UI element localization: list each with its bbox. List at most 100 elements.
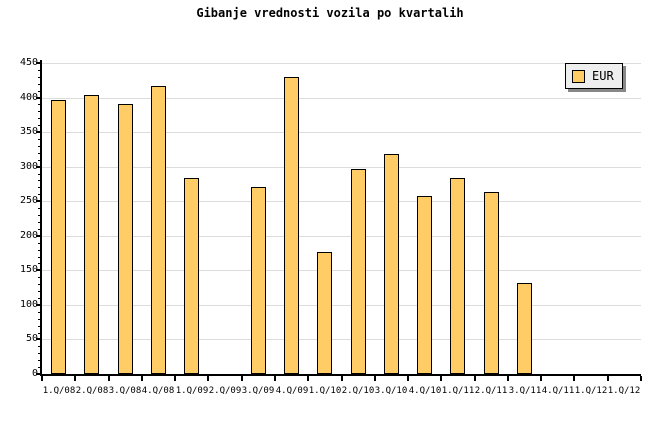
- gridline-300: [42, 167, 641, 168]
- x-tick: [141, 376, 143, 381]
- x-tick-label-7: 4.Q/09: [275, 386, 309, 396]
- x-tick-label-6: 3.Q/09: [241, 386, 275, 396]
- y-minor-tick: [38, 187, 42, 188]
- y-minor-tick: [38, 139, 42, 140]
- x-tick: [507, 376, 509, 381]
- y-minor-tick: [38, 180, 42, 181]
- chart-title: Gibanje vrednosti vozila po kvartalih: [196, 6, 464, 20]
- y-minor-tick: [38, 284, 42, 285]
- x-tick: [374, 376, 376, 381]
- y-minor-tick: [38, 257, 42, 258]
- y-minor-tick: [38, 250, 42, 251]
- y-minor-tick: [38, 291, 42, 292]
- x-tick: [407, 376, 409, 381]
- gridline-100: [42, 305, 641, 306]
- y-major-tick-100: [36, 304, 42, 306]
- x-tick-label-2: 3.Q/08: [108, 386, 142, 396]
- y-tick-label: 0: [31, 368, 38, 379]
- y-minor-tick: [38, 353, 42, 354]
- y-tick-label: 250: [19, 195, 38, 206]
- y-minor-tick: [38, 263, 42, 264]
- gridline-50: [42, 339, 641, 340]
- y-tick-label: 50: [25, 333, 38, 344]
- gridline-450: [42, 63, 641, 64]
- y-tick-label: 350: [19, 126, 38, 137]
- x-tick: [41, 376, 43, 381]
- legend: EUR: [565, 63, 623, 89]
- y-minor-tick: [38, 326, 42, 327]
- x-tick-label-14: 3.Q/11: [508, 386, 542, 396]
- y-minor-tick: [38, 104, 42, 105]
- x-tick-label-4: 1.Q/09: [175, 386, 209, 396]
- y-tick-label: 200: [19, 230, 38, 241]
- y-minor-tick: [38, 91, 42, 92]
- x-tick: [207, 376, 209, 381]
- y-minor-tick: [38, 229, 42, 230]
- x-tick: [440, 376, 442, 381]
- y-minor-tick: [38, 125, 42, 126]
- bar-4.Q/09: [284, 77, 299, 374]
- x-tick-label-12: 1.Q/11: [441, 386, 475, 396]
- x-tick-label-15: 4.Q/11: [541, 386, 575, 396]
- y-minor-tick: [38, 84, 42, 85]
- x-tick: [573, 376, 575, 381]
- y-minor-tick: [38, 174, 42, 175]
- gridline-150: [42, 270, 641, 271]
- x-tick: [241, 376, 243, 381]
- x-tick: [474, 376, 476, 381]
- y-major-tick-200: [36, 235, 42, 237]
- y-minor-tick: [38, 153, 42, 154]
- x-tick-label-5: 2.Q/09: [208, 386, 242, 396]
- x-tick: [274, 376, 276, 381]
- x-axis-line: [40, 374, 641, 376]
- x-tick-label-17: 1.Q/12: [607, 386, 641, 396]
- x-tick: [640, 376, 642, 381]
- legend-label: EUR: [592, 68, 614, 83]
- x-tick-label-9: 2.Q/10: [341, 386, 375, 396]
- y-major-tick-300: [36, 166, 42, 168]
- y-minor-tick: [38, 215, 42, 216]
- gridline-350: [42, 132, 641, 133]
- y-minor-tick: [38, 319, 42, 320]
- x-tick-label-3: 4.Q/08: [141, 386, 175, 396]
- y-minor-tick: [38, 243, 42, 244]
- bar-3.Q/09: [251, 187, 266, 374]
- y-tick-label: 300: [19, 161, 38, 172]
- y-major-tick-0: [36, 373, 42, 375]
- x-tick: [74, 376, 76, 381]
- y-major-tick-350: [36, 131, 42, 133]
- bar-1.Q/08: [51, 100, 66, 374]
- bar-1.Q/10: [317, 252, 332, 374]
- legend-swatch-icon: [572, 69, 585, 83]
- y-major-tick-400: [36, 97, 42, 99]
- y-axis-line: [40, 60, 42, 376]
- y-minor-tick: [38, 360, 42, 361]
- y-minor-tick: [38, 111, 42, 112]
- x-tick: [174, 376, 176, 381]
- x-tick: [307, 376, 309, 381]
- gridline-250: [42, 201, 641, 202]
- bar-1.Q/09: [184, 178, 199, 374]
- bar-2.Q/08: [84, 95, 99, 374]
- y-minor-tick: [38, 77, 42, 78]
- x-tick-label-11: 4.Q/10: [408, 386, 442, 396]
- x-tick-label-10: 3.Q/10: [374, 386, 408, 396]
- y-minor-tick: [38, 222, 42, 223]
- y-minor-tick: [38, 298, 42, 299]
- x-tick: [540, 376, 542, 381]
- x-tick: [607, 376, 609, 381]
- gridline-200: [42, 236, 641, 237]
- bar-3.Q/10: [384, 154, 399, 374]
- bar-1.Q/11: [450, 178, 465, 374]
- y-major-tick-250: [36, 200, 42, 202]
- x-tick-label-8: 1.Q/10: [308, 386, 342, 396]
- bar-4.Q/10: [417, 196, 432, 374]
- y-minor-tick: [38, 160, 42, 161]
- y-tick-label: 100: [19, 299, 38, 310]
- bar-2.Q/10: [351, 169, 366, 374]
- y-minor-tick: [38, 367, 42, 368]
- y-major-tick-150: [36, 269, 42, 271]
- y-minor-tick: [38, 346, 42, 347]
- y-minor-tick: [38, 70, 42, 71]
